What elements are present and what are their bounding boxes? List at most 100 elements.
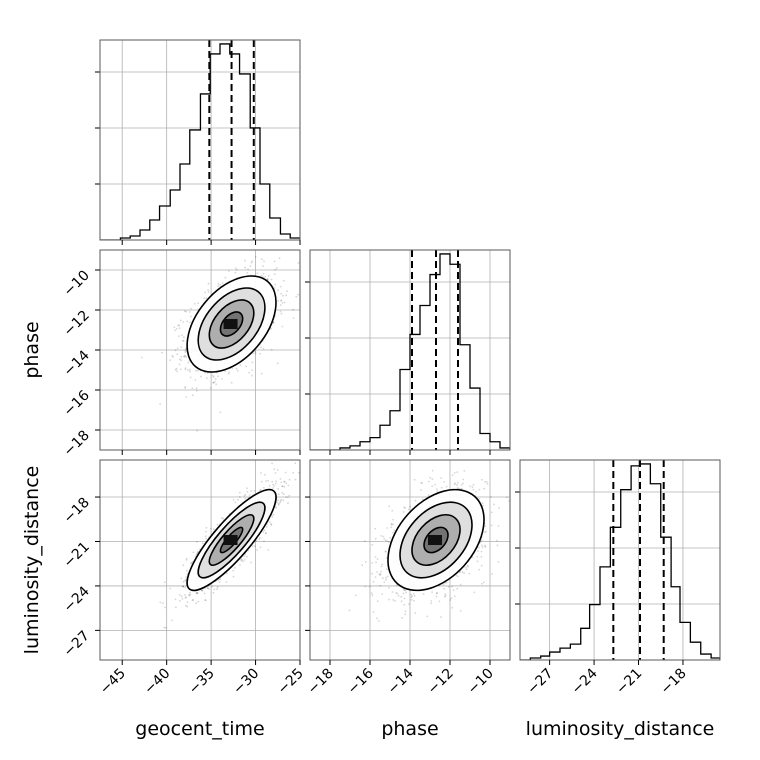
sample-point [402,511,405,513]
sample-point [383,581,386,583]
sample-point [162,602,164,605]
sample-point [195,591,198,594]
sample-point [388,598,390,601]
sample-point [191,599,194,602]
sample-point [219,578,222,581]
sample-point [413,599,415,602]
sample-point [195,540,198,543]
sample-point [472,488,475,491]
sample-point [381,563,383,566]
sample-point [242,560,245,563]
sample-point [197,592,199,594]
sample-point [476,560,479,563]
sample-point [481,544,483,547]
sample-point [212,381,215,384]
sample-point [238,491,241,494]
sample-point [287,502,289,505]
sample-point [269,521,271,524]
sample-point [221,282,224,284]
sample-point [288,478,291,481]
sample-point [282,294,284,297]
sample-point [456,471,459,474]
sample-point [201,589,204,592]
sample-point [224,276,227,279]
sample-point [188,594,190,596]
sample-point [478,488,481,491]
sample-point [391,509,394,512]
panel-geocent_time-vs-geocent_time [95,39,301,245]
sample-point [195,602,198,605]
sample-point [391,591,394,593]
sample-point [270,523,272,525]
sample-point [267,549,270,551]
sample-point [177,324,180,327]
sample-point [277,499,280,502]
sample-point [491,573,493,575]
sample-point [228,371,231,374]
sample-point [190,307,193,310]
sample-point [403,597,406,600]
panel-phase-vs-phase [305,249,511,455]
sample-point [385,579,387,581]
sample-point [410,596,413,599]
sample-point [175,328,178,330]
panel-frame [519,459,721,661]
y-tick-label: −16 [61,387,93,419]
sample-point [278,502,280,505]
sample-point [411,595,414,597]
sample-point [281,485,284,488]
sample-point [394,600,396,602]
sample-point [190,562,193,565]
sample-point [281,485,284,488]
sample-point [201,589,204,592]
sample-point [451,474,454,476]
sample-point [280,312,283,315]
sample-point [195,592,198,595]
sample-point [422,593,425,595]
x-tick-label: −25 [275,666,307,698]
sample-point [286,290,288,293]
sample-point [215,383,218,386]
sample-point [249,265,252,267]
sample-point [388,541,390,544]
sample-point [436,592,438,594]
sample-point [374,537,377,540]
sample-point [280,299,283,301]
sample-point [390,526,393,529]
sample-point [277,289,279,292]
sample-point [230,381,233,384]
sample-point [178,327,181,330]
sample-point [380,565,383,568]
sample-point [180,356,183,358]
y-tick-label: −27 [61,628,93,660]
sample-point [220,517,223,519]
sample-point [203,297,206,300]
sample-point [195,369,197,372]
sample-point [392,523,394,526]
y-tick-label: −18 [61,495,93,527]
sample-point [284,480,286,483]
sample-point [469,485,471,488]
sample-point [414,499,417,502]
sample-point [253,490,256,492]
sample-point [390,522,393,525]
sample-point [480,564,483,567]
sample-point [205,377,208,380]
sample-point [456,484,458,486]
sample-point [197,302,200,304]
x-axis-label-geocent_time: geocent_time [135,718,264,740]
sample-point [364,561,367,563]
sample-point [256,272,259,274]
sample-point [410,593,413,596]
sample-point [207,282,210,285]
sample-point [440,616,442,618]
sample-point [186,605,189,608]
sample-point [185,396,188,398]
sample-point [274,472,277,474]
sample-point [184,368,187,371]
sample-point [182,585,184,588]
sample-point [179,599,181,602]
sample-point [182,585,185,588]
sample-point [484,525,487,527]
sample-point [173,326,176,329]
